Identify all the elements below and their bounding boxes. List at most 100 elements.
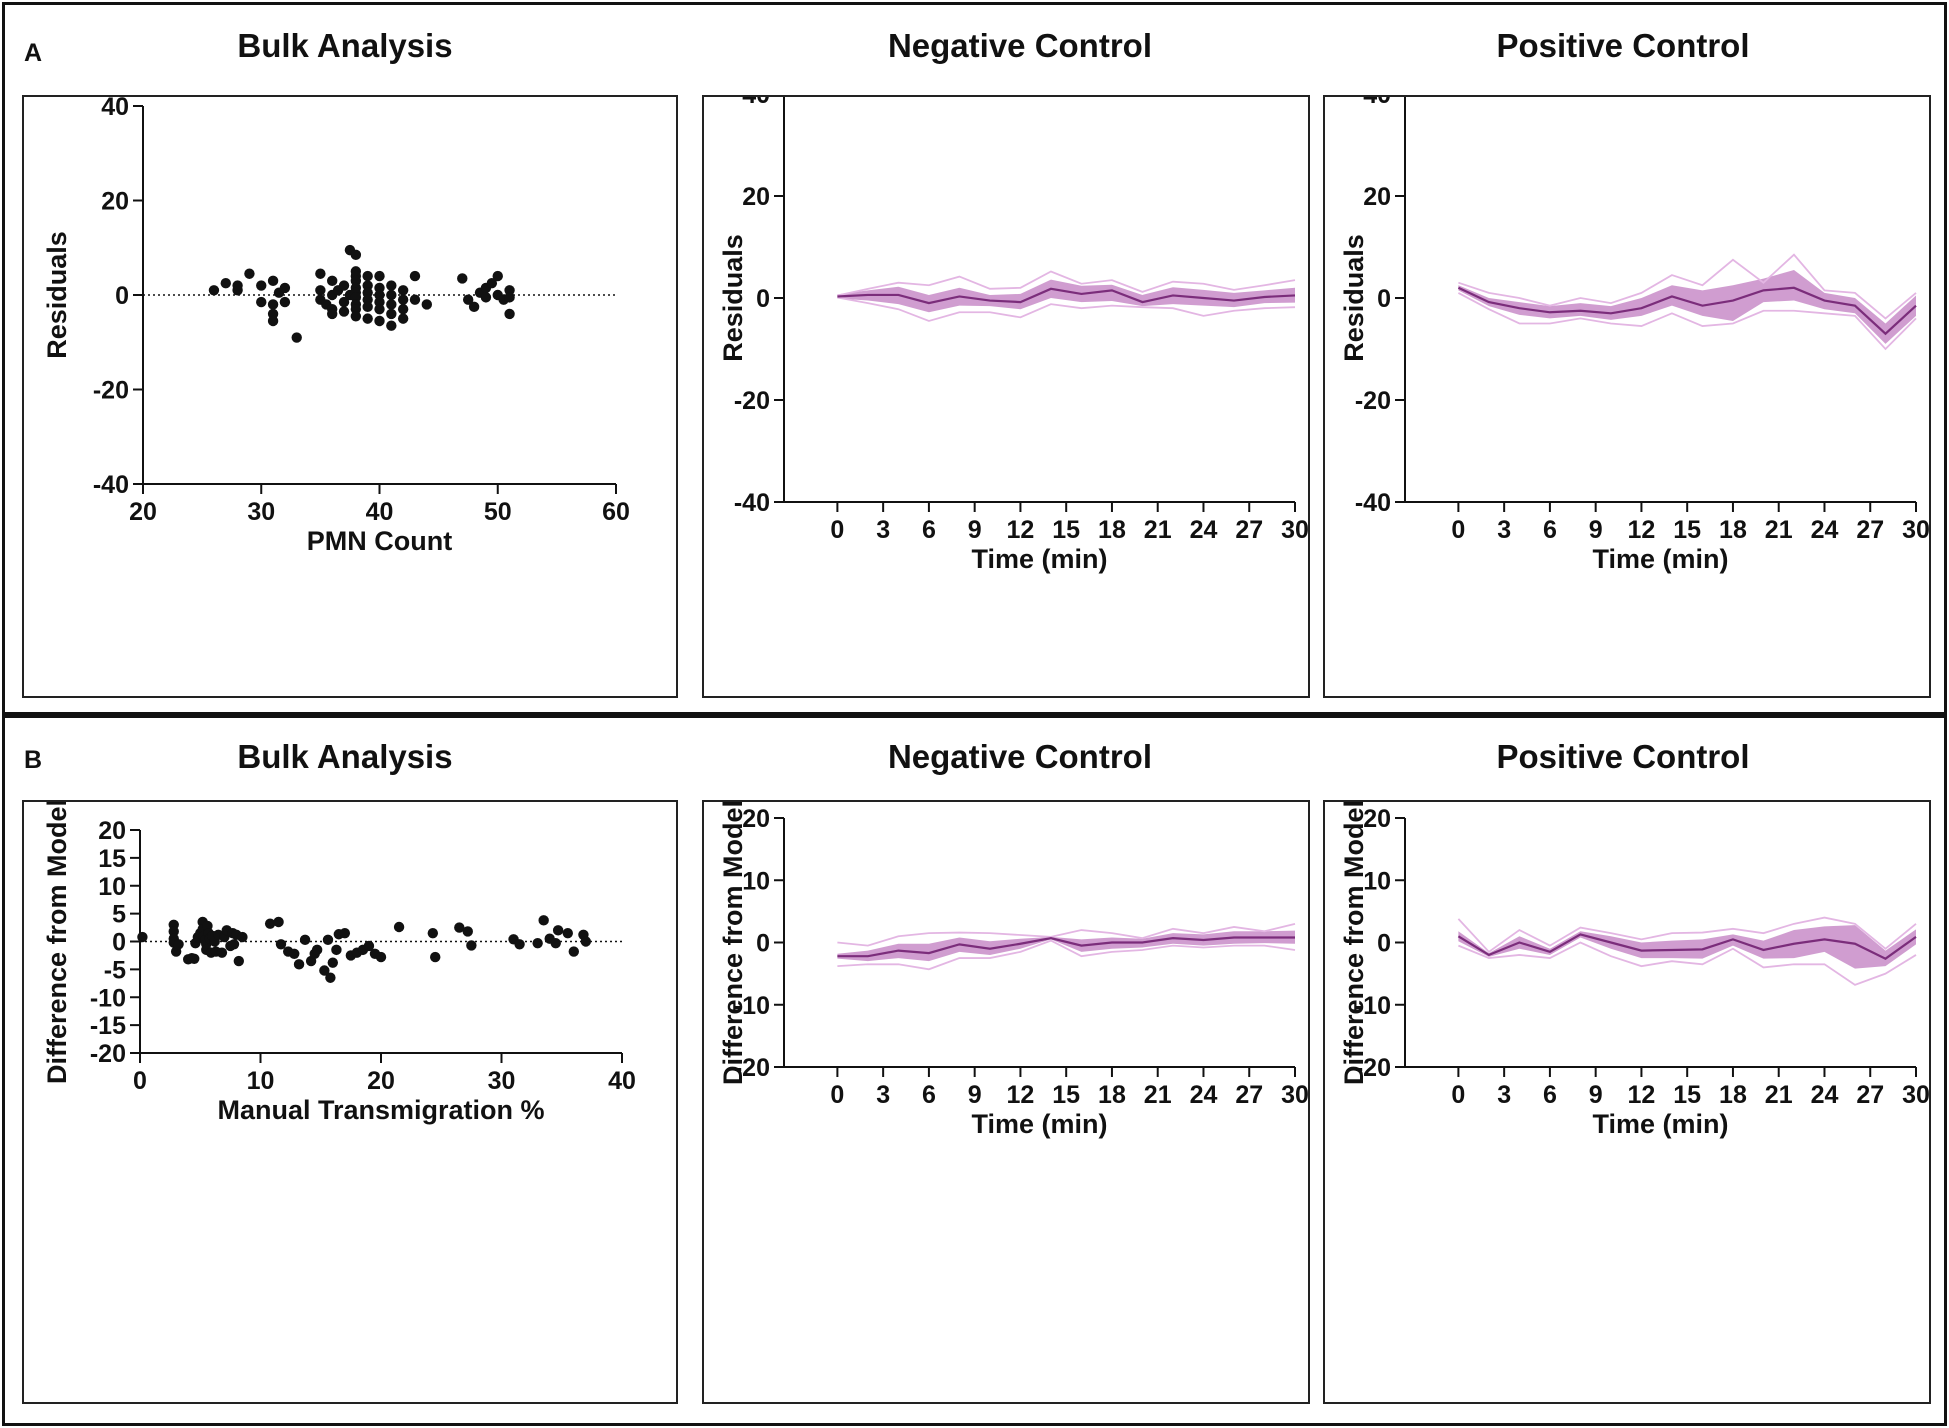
x-tick-label: 15 (1673, 1081, 1701, 1109)
y-tick-label: -40 (734, 489, 770, 517)
replicate-line (1457, 916, 1917, 954)
scatter-point (538, 915, 549, 926)
scatter-point (504, 308, 515, 320)
x-tick-label: 30 (1902, 516, 1930, 544)
y-tick-label: 20 (742, 183, 770, 211)
scatter-point (492, 270, 503, 282)
y-tick-label: -10 (90, 984, 126, 1012)
x-axis-label: Manual Transmigration % (217, 1095, 544, 1125)
x-tick-label: 6 (922, 516, 936, 544)
scatter-point (532, 937, 543, 949)
scatter-point (480, 292, 492, 303)
scatter-point (315, 268, 326, 279)
y-tick-label: 10 (742, 867, 770, 895)
scatter-point (374, 315, 385, 327)
y-tick-label: 10 (98, 873, 126, 901)
y-tick-label: 15 (98, 845, 126, 873)
scatter-point (397, 294, 409, 305)
x-tick-label: 21 (1765, 516, 1793, 544)
scatter-point (397, 285, 409, 296)
y-tick-label: 0 (756, 930, 770, 958)
scatter-point (256, 296, 267, 308)
scatter-point (267, 275, 279, 287)
x-tick-label: 24 (1190, 516, 1218, 544)
scatter-point (173, 939, 184, 950)
chart-svg-b-pos: -20 -10 0 10 20 0 3 6 9 12 15 18 21 24 27 30 Time (min) D… (1339, 802, 1930, 1139)
x-tick-label: 15 (1052, 1081, 1080, 1109)
scatter-point (315, 285, 326, 296)
y-tick-label: 40 (101, 97, 129, 121)
scatter-point (350, 311, 362, 322)
replicate-line (837, 296, 1296, 322)
y-tick-label: 20 (1363, 183, 1391, 211)
y-tick-label: 20 (98, 817, 126, 845)
scatter-point (233, 955, 245, 967)
replicate-line (1458, 253, 1917, 320)
y-axis-label: Difference from Model (42, 802, 72, 1084)
scatter-point (208, 285, 220, 296)
mean-series-line (1457, 933, 1917, 960)
x-tick-label: 60 (602, 498, 630, 526)
chart-a-neg: -40 -20 0 20 40 0 3 6 9 12 15 18 21 24 27 30 Time (min) R… (702, 95, 1310, 698)
y-tick-label: 20 (101, 188, 129, 216)
scatter-point (362, 301, 373, 313)
scatter-point (319, 965, 330, 976)
chart-a-pos: -40 -20 0 20 40 0 3 6 9 12 15 18 21 24 27 30 Time (min) R… (1323, 95, 1931, 698)
scatter-point (228, 939, 240, 950)
chart-title-b-bulk: Bulk Analysis (237, 738, 453, 775)
x-tick-label: 24 (1811, 516, 1839, 544)
x-tick-label: 30 (1281, 516, 1309, 544)
replicate-line (1457, 292, 1917, 351)
y-axis-label: Residuals (42, 231, 72, 359)
scatter-point (466, 940, 477, 951)
mean-series-line (837, 936, 1295, 958)
x-tick-label: 12 (1628, 1081, 1656, 1109)
y-tick-label: -40 (1355, 489, 1391, 517)
scatter-point (338, 296, 350, 308)
x-tick-label: 0 (830, 516, 844, 544)
x-tick-label: 6 (1543, 1081, 1557, 1109)
x-tick-label: 3 (876, 1081, 890, 1109)
scatter-point (386, 320, 397, 331)
scatter-point (397, 313, 409, 324)
scatter-point (216, 947, 228, 958)
scatter-point (273, 916, 284, 928)
scatter-point (279, 296, 291, 308)
y-tick-label: -20 (734, 1054, 770, 1082)
scatter-point (137, 931, 148, 943)
scatter-point (220, 277, 231, 289)
x-tick-label: 0 (1451, 516, 1465, 544)
x-tick-label: 27 (1235, 516, 1263, 544)
scatter-point (327, 275, 338, 287)
x-axis-label: Time (min) (1592, 544, 1728, 574)
scatter-point (244, 268, 255, 279)
scatter-point (514, 939, 525, 950)
scatter-point (189, 953, 200, 964)
scatter-point (237, 931, 248, 943)
scatter-point (409, 270, 421, 282)
chart-svg-b-neg: -20 -10 0 10 20 0 3 6 9 12 15 18 21 24 27 30 Time (min) D… (718, 802, 1309, 1139)
chart-svg-a-bulk: -40 -20 0 20 40 20 30 40 50 60 PMN Count Residuals (42, 97, 630, 556)
scatter-point (457, 273, 468, 284)
scatter-point (325, 972, 336, 983)
chart-title-a-bulk: Bulk Analysis (237, 27, 453, 64)
chart-b-pos: -20 -10 0 10 20 0 3 6 9 12 15 18 21 24 27 30 Time (min) D… (1323, 800, 1931, 1404)
x-axis-label: Time (min) (1592, 1109, 1728, 1139)
x-tick-label: 40 (608, 1067, 636, 1095)
x-tick-label: 9 (968, 1081, 982, 1109)
scatter-point (409, 294, 421, 305)
x-tick-label: 24 (1190, 1081, 1218, 1109)
scatter-point (550, 937, 561, 949)
x-tick-label: 15 (1673, 516, 1701, 544)
scatter-point (327, 308, 338, 320)
panel-b-label: B (24, 746, 43, 774)
scatter-point (468, 301, 480, 313)
scatter-point (427, 927, 439, 939)
y-tick-label: 0 (756, 285, 770, 313)
chart-title-b-pos: Positive Control (1496, 738, 1750, 775)
y-tick-label: -20 (90, 1040, 126, 1068)
confidence-band (1458, 269, 1916, 344)
y-axis-label: Difference from Model (1339, 802, 1369, 1085)
chart-a-bulk: -40 -20 0 20 40 20 30 40 50 60 PMN Count Residuals (22, 95, 678, 698)
